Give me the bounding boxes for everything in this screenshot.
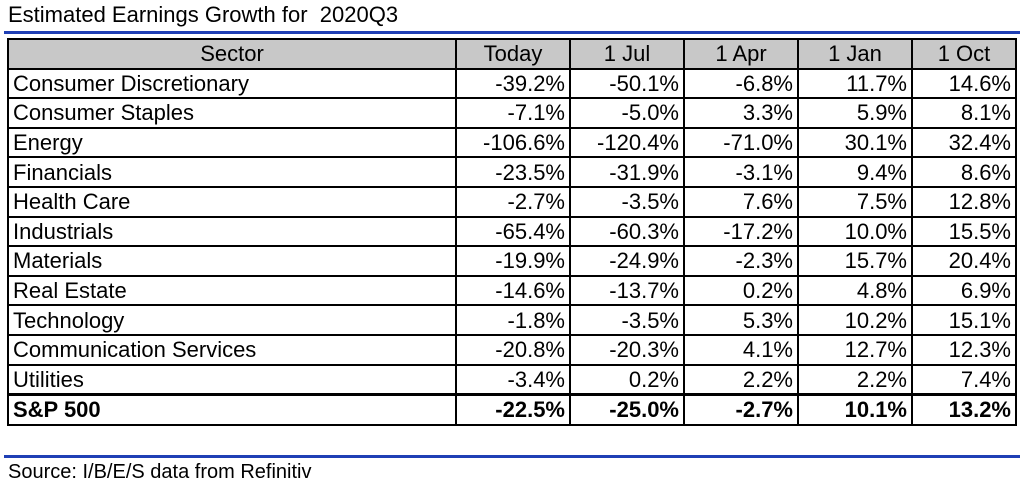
column-header-1-apr: 1 Apr <box>683 38 799 70</box>
value-cell: 7.6% <box>683 185 799 218</box>
value-cell: 15.7% <box>797 245 913 277</box>
value-cell: 0.2% <box>683 274 799 307</box>
sector-cell: Communication Services <box>7 333 457 366</box>
value-cell: 7.4% <box>911 363 1017 396</box>
value-cell: 2.2% <box>683 363 799 396</box>
value-cell: 5.3% <box>683 304 799 336</box>
value-cell: 30.1% <box>797 126 913 159</box>
value-cell: 6.9% <box>911 274 1017 307</box>
value-cell: -39.2% <box>455 67 571 100</box>
sector-cell: Energy <box>7 126 457 159</box>
value-cell: -2.7% <box>455 185 571 218</box>
value-cell: 15.5% <box>911 215 1017 248</box>
value-cell: -13.7% <box>569 274 685 307</box>
value-cell: 4.8% <box>797 274 913 307</box>
table-row: Energy -106.6% -120.4% -71.0% 30.1% 32.4… <box>7 126 1017 159</box>
total-value-cell: 10.1% <box>797 393 913 426</box>
value-cell: -3.4% <box>455 363 571 396</box>
table-row: Technology -1.8% -3.5% 5.3% 10.2% 15.1% <box>7 304 1017 336</box>
value-cell: -3.5% <box>569 185 685 218</box>
value-cell: 32.4% <box>911 126 1017 159</box>
value-cell: 9.4% <box>797 156 913 188</box>
column-header-1-jul: 1 Jul <box>569 38 685 70</box>
value-cell: 15.1% <box>911 304 1017 336</box>
value-cell: -20.3% <box>569 333 685 366</box>
value-cell: -24.9% <box>569 245 685 277</box>
value-cell: -120.4% <box>569 126 685 159</box>
sector-cell: Consumer Discretionary <box>7 67 457 100</box>
value-cell: -5.0% <box>569 97 685 129</box>
sector-cell: Consumer Staples <box>7 97 457 129</box>
table-row: Financials -23.5% -31.9% -3.1% 9.4% 8.6% <box>7 156 1017 188</box>
value-cell: 0.2% <box>569 363 685 396</box>
table-row: Health Care -2.7% -3.5% 7.6% 7.5% 12.8% <box>7 185 1017 218</box>
value-cell: 12.8% <box>911 185 1017 218</box>
earnings-growth-table: Sector Today 1 Jul 1 Apr 1 Jan 1 Oct Con… <box>7 38 1017 426</box>
value-cell: 2.2% <box>797 363 913 396</box>
value-cell: -7.1% <box>455 97 571 129</box>
value-cell: 3.3% <box>683 97 799 129</box>
value-cell: -106.6% <box>455 126 571 159</box>
total-sector-cell: S&P 500 <box>7 393 457 426</box>
value-cell: 14.6% <box>911 67 1017 100</box>
table-row: Consumer Staples -7.1% -5.0% 3.3% 5.9% 8… <box>7 97 1017 129</box>
value-cell: -60.3% <box>569 215 685 248</box>
sector-cell: Health Care <box>7 185 457 218</box>
sector-cell: Materials <box>7 245 457 277</box>
value-cell: 4.1% <box>683 333 799 366</box>
value-cell: 7.5% <box>797 185 913 218</box>
table-row: Industrials -65.4% -60.3% -17.2% 10.0% 1… <box>7 215 1017 248</box>
top-divider <box>4 31 1020 34</box>
table-row: Real Estate -14.6% -13.7% 0.2% 4.8% 6.9% <box>7 274 1017 307</box>
value-cell: -14.6% <box>455 274 571 307</box>
column-header-today: Today <box>455 38 571 70</box>
header-row: Sector Today 1 Jul 1 Apr 1 Jan 1 Oct <box>7 38 1017 70</box>
column-header-sector: Sector <box>7 38 457 70</box>
value-cell: -65.4% <box>455 215 571 248</box>
value-cell: -17.2% <box>683 215 799 248</box>
value-cell: 20.4% <box>911 245 1017 277</box>
column-header-1-jan: 1 Jan <box>797 38 913 70</box>
value-cell: -6.8% <box>683 67 799 100</box>
total-value-cell: 13.2% <box>911 393 1017 426</box>
value-cell: -19.9% <box>455 245 571 277</box>
value-cell: 12.3% <box>911 333 1017 366</box>
total-value-cell: -25.0% <box>569 393 685 426</box>
value-cell: 8.1% <box>911 97 1017 129</box>
value-cell: 11.7% <box>797 67 913 100</box>
sector-cell: Technology <box>7 304 457 336</box>
value-cell: 10.2% <box>797 304 913 336</box>
total-value-cell: -22.5% <box>455 393 571 426</box>
value-cell: 12.7% <box>797 333 913 366</box>
value-cell: -20.8% <box>455 333 571 366</box>
table-title: Estimated Earnings Growth for 2020Q3 <box>8 2 399 27</box>
column-header-1-oct: 1 Oct <box>911 38 1017 70</box>
value-cell: -23.5% <box>455 156 571 188</box>
total-value-cell: -2.7% <box>683 393 799 426</box>
value-cell: -31.9% <box>569 156 685 188</box>
sector-cell: Utilities <box>7 363 457 396</box>
table-row: Consumer Discretionary -39.2% -50.1% -6.… <box>7 67 1017 100</box>
value-cell: -3.1% <box>683 156 799 188</box>
table-row: Materials -19.9% -24.9% -2.3% 15.7% 20.4… <box>7 245 1017 277</box>
value-cell: -1.8% <box>455 304 571 336</box>
bottom-divider <box>4 455 1020 458</box>
value-cell: 8.6% <box>911 156 1017 188</box>
sector-cell: Industrials <box>7 215 457 248</box>
sector-cell: Financials <box>7 156 457 188</box>
value-cell: 10.0% <box>797 215 913 248</box>
value-cell: -50.1% <box>569 67 685 100</box>
value-cell: -2.3% <box>683 245 799 277</box>
table-row: Communication Services -20.8% -20.3% 4.1… <box>7 333 1017 366</box>
total-row: S&P 500 -22.5% -25.0% -2.7% 10.1% 13.2% <box>7 393 1017 426</box>
sector-cell: Real Estate <box>7 274 457 307</box>
value-cell: -3.5% <box>569 304 685 336</box>
table-row: Utilities -3.4% 0.2% 2.2% 2.2% 7.4% <box>7 363 1017 396</box>
value-cell: -71.0% <box>683 126 799 159</box>
value-cell: 5.9% <box>797 97 913 129</box>
source-note: Source: I/B/E/S data from Refinitiv <box>8 461 312 483</box>
